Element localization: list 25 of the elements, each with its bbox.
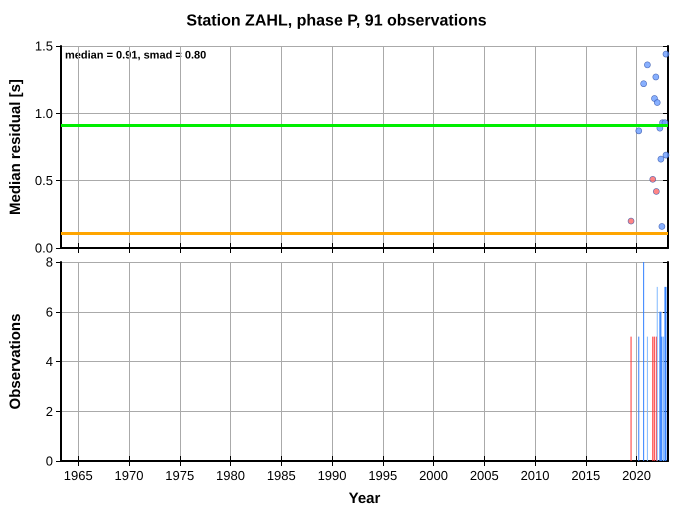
x-tick-label: 2020 [622, 468, 651, 483]
x-tick-label: 2010 [520, 468, 550, 483]
y-tick-label: 0 [46, 454, 53, 468]
y-axis-title: Observations [7, 314, 24, 410]
y-axis-title: Median residual [s] [7, 79, 24, 215]
x-tick-label: 1970 [114, 468, 144, 483]
y-tick-label: 1.0 [34, 106, 53, 121]
x-tick-label: 1995 [368, 468, 398, 483]
y-tick-label: 0.5 [34, 173, 53, 188]
y-tick-label: 8 [46, 254, 53, 270]
y-tick-label: 1.5 [34, 38, 53, 54]
x-tick-label: 1990 [318, 468, 346, 483]
x-tick-label: 1965 [64, 468, 93, 483]
x-tick-label: 1980 [216, 468, 245, 483]
y-tick-label: 0.0 [34, 240, 53, 256]
x-tick-label: 1975 [165, 468, 194, 483]
x-tick-label: 1985 [266, 468, 296, 483]
y-tick-label: 6 [46, 304, 53, 320]
x-tick-label: 2015 [571, 468, 600, 483]
y-tick-label: 4 [46, 354, 53, 369]
x-tick-label: 2000 [419, 468, 448, 483]
x-tick-label: 2005 [470, 468, 499, 483]
y-tick-label: 2 [46, 404, 53, 419]
chart-title: Station ZAHL, phase P, 91 observations [186, 12, 487, 30]
x-axis-title: Year [348, 490, 381, 507]
